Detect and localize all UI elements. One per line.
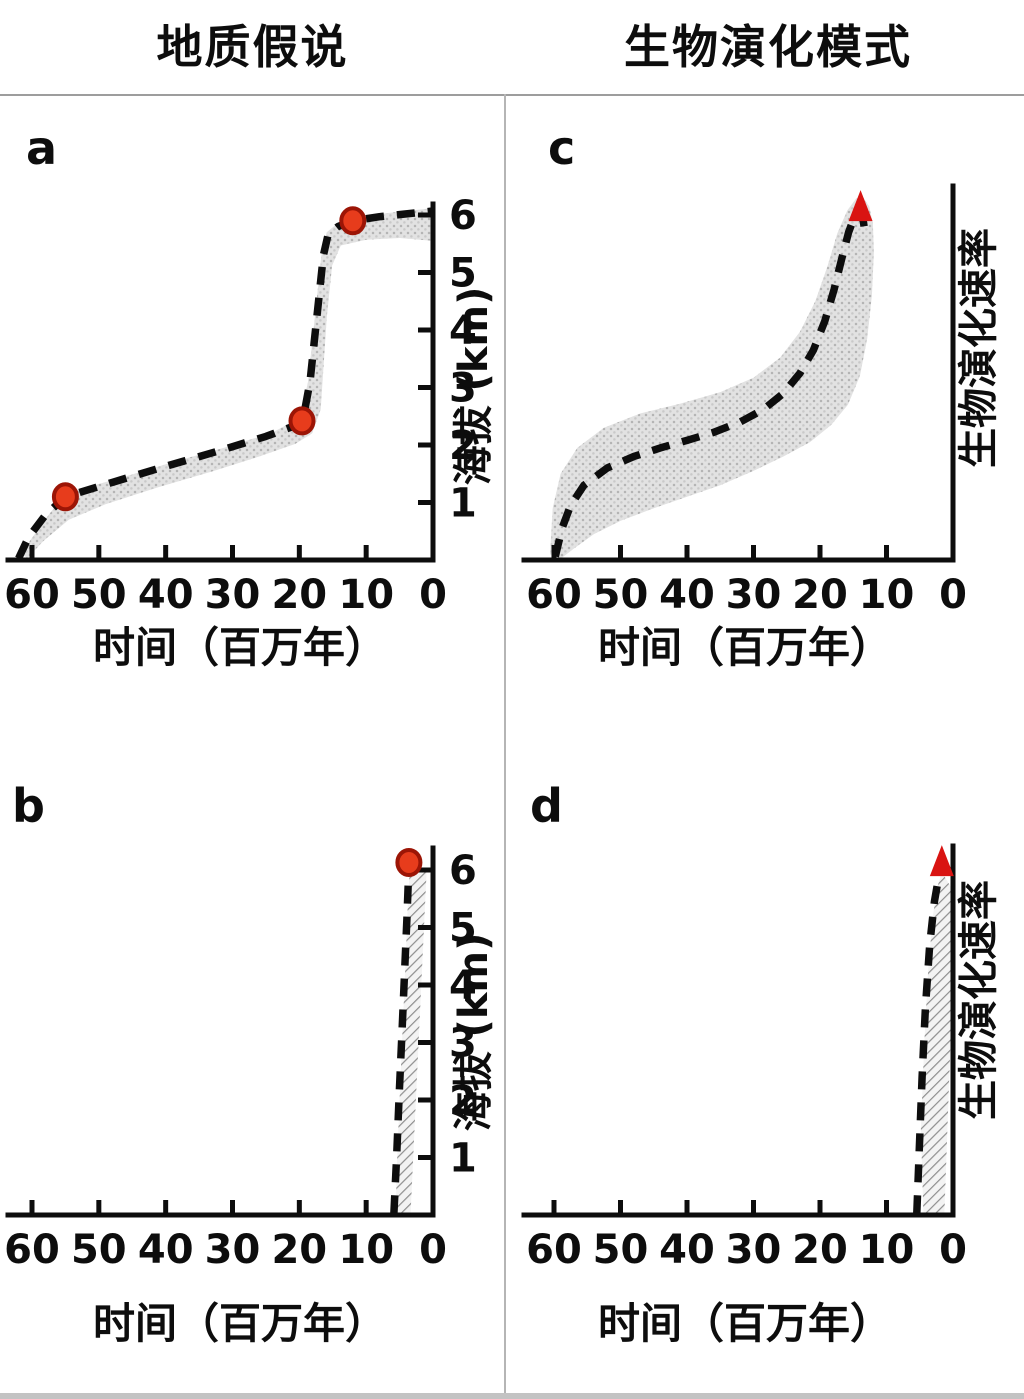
panel-c-dashed-curve bbox=[551, 208, 869, 558]
x-tick-label: 60 bbox=[526, 1227, 582, 1273]
uplift-event-marker bbox=[395, 848, 423, 877]
header-divider-line bbox=[0, 94, 1024, 96]
y-axis-title: 生物演化速率 bbox=[956, 880, 1002, 1120]
x-tick-label: 20 bbox=[271, 1227, 327, 1273]
x-tick-label: 0 bbox=[419, 572, 447, 618]
x-tick-label: 40 bbox=[138, 1227, 194, 1273]
x-tick-label: 60 bbox=[526, 572, 582, 618]
x-tick-label: 40 bbox=[659, 572, 715, 618]
panel-c-uncertainty-band bbox=[550, 196, 874, 559]
evolution-peak-marker bbox=[848, 190, 873, 222]
x-tick-label: 0 bbox=[419, 1227, 447, 1273]
y-tick-label: 6 bbox=[449, 193, 477, 239]
x-tick-label: 30 bbox=[205, 572, 261, 618]
x-tick-label: 50 bbox=[593, 1227, 649, 1273]
x-tick-label: 20 bbox=[271, 572, 327, 618]
panel-c-axes bbox=[521, 183, 956, 563]
x-tick-label: 30 bbox=[726, 1227, 782, 1273]
x-tick-label: 50 bbox=[71, 572, 127, 618]
x-tick-label: 10 bbox=[859, 572, 915, 618]
panel-d-chart: 60 50 40 30 20 10 0 时间（百万年） 生物演化速率 d bbox=[521, 779, 1002, 1348]
panel-b-axes bbox=[5, 845, 436, 1218]
panel-b-chart: 60 50 40 30 20 10 01 2 3 4 5 6 时间（百万年） 海拔 (km) b bbox=[4, 779, 497, 1348]
x-tick-label: 10 bbox=[859, 1227, 915, 1273]
y-tick-label: 4 bbox=[449, 308, 477, 354]
x-tick-label: 60 bbox=[4, 572, 60, 618]
x-axis-title: 时间（百万年） bbox=[93, 1299, 387, 1348]
x-tick-label: 20 bbox=[792, 572, 848, 618]
x-tick-label: 50 bbox=[593, 572, 649, 618]
y-axis-title: 海拔 (km) bbox=[451, 287, 497, 486]
y-tick-label: 1 bbox=[449, 1136, 477, 1182]
panel-label: b bbox=[12, 779, 45, 833]
x-tick-label: 0 bbox=[939, 1227, 967, 1273]
y-tick-label: 3 bbox=[449, 1021, 477, 1067]
evolution-peak-marker bbox=[929, 845, 954, 877]
x-tick-label: 40 bbox=[138, 572, 194, 618]
x-tick-label: 30 bbox=[205, 1227, 261, 1273]
panel-b-uncertainty-band bbox=[395, 868, 427, 1214]
x-tick-label: 60 bbox=[4, 1227, 60, 1273]
left-column-title: 地质假说 bbox=[156, 20, 349, 74]
uplift-event-marker bbox=[339, 206, 367, 236]
y-axis-title: 生物演化速率 bbox=[956, 228, 1002, 468]
x-axis-title: 时间（百万年） bbox=[598, 623, 892, 672]
y-tick-label: 2 bbox=[449, 1078, 477, 1124]
right-column-title: 生物演化模式 bbox=[624, 20, 912, 74]
x-axis-title: 时间（百万年） bbox=[598, 1299, 892, 1348]
panel-label: c bbox=[548, 121, 575, 175]
x-tick-label: 10 bbox=[338, 1227, 394, 1273]
panel-b-dashed-curve bbox=[390, 866, 413, 1214]
panel-d-uncertainty-band bbox=[920, 871, 951, 1214]
y-tick-label: 1 bbox=[449, 481, 477, 527]
panel-d-dashed-curve bbox=[913, 867, 945, 1214]
x-tick-label: 20 bbox=[792, 1227, 848, 1273]
x-tick-label: 50 bbox=[71, 1227, 127, 1273]
column-divider-line bbox=[504, 94, 506, 1399]
y-tick-label: 6 bbox=[449, 848, 477, 894]
x-tick-label: 40 bbox=[659, 1227, 715, 1273]
uplift-event-marker bbox=[51, 482, 79, 512]
y-tick-label: 5 bbox=[449, 906, 477, 952]
panel-a-chart: 60 50 40 30 20 10 01 2 3 4 5 6 时间（百万年） 海拔 (km) a bbox=[4, 121, 497, 672]
y-axis-title: 海拔 (km) bbox=[451, 933, 497, 1132]
x-tick-label: 30 bbox=[726, 572, 782, 618]
y-tick-label: 2 bbox=[449, 423, 477, 469]
panel-a-uncertainty-band bbox=[21, 208, 434, 559]
panel-d-axes bbox=[521, 843, 956, 1218]
panel-a-axes bbox=[5, 201, 436, 563]
y-tick-label: 4 bbox=[449, 963, 477, 1009]
x-tick-label: 10 bbox=[338, 572, 394, 618]
panel-c-chart: 60 50 40 30 20 10 0 时间（百万年） 生物演化速率 c bbox=[521, 121, 1002, 672]
y-tick-label: 5 bbox=[449, 251, 477, 297]
uplift-event-marker bbox=[288, 406, 316, 436]
panel-label: a bbox=[26, 121, 57, 175]
x-tick-label: 0 bbox=[939, 572, 967, 618]
y-tick-label: 3 bbox=[449, 366, 477, 412]
x-axis-title: 时间（百万年） bbox=[93, 623, 387, 672]
bottom-border-strip bbox=[0, 1393, 1024, 1399]
panel-label: d bbox=[530, 779, 563, 833]
